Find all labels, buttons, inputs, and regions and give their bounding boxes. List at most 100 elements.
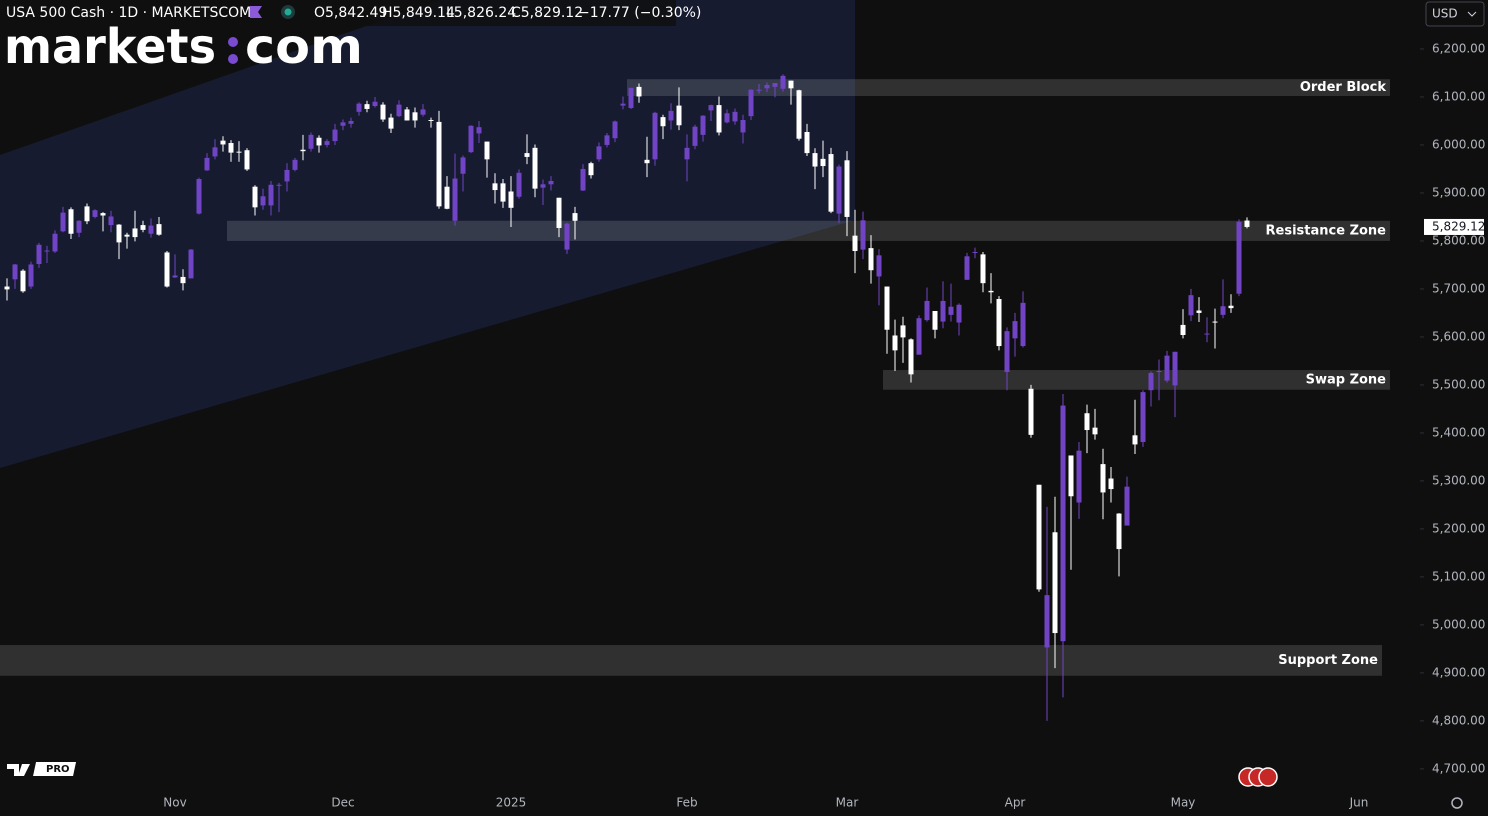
y-tick-label: 5,800.00 [1432,233,1485,247]
candle-body [428,119,434,121]
currency-box[interactable] [1425,1,1485,27]
candle-body [36,244,42,264]
candle-body [372,101,378,107]
candle-body [556,197,562,228]
candle-body [1204,333,1210,335]
candle-body [260,196,266,206]
candle-body [60,212,66,232]
candle-body [940,300,946,322]
y-tick-label: 5,000.00 [1432,617,1485,631]
candle-body [1172,351,1178,386]
settings[interactable] [1451,797,1463,809]
candle-body [788,80,794,89]
candle-body [244,150,250,170]
candle-body [572,213,578,221]
time-axis: Nov Dec 2025 Feb Mar Apr May Jun [163,796,1368,810]
zone [883,370,1390,390]
candle-body [548,180,554,185]
candle-body [52,233,58,252]
zones: Order Block Resistance Zone Swap Zone Suppo… [0,79,1390,676]
symbol: USA 500 Cash · 1D · MARKETSCOM [6,5,251,21]
candle-body [1052,532,1058,634]
candle-body [692,126,698,146]
candle-body [836,166,842,214]
y-tick-label: 5,300.00 [1432,473,1485,487]
candle-body [380,104,386,120]
candle-body [1092,427,1098,435]
candle-body [196,179,202,214]
candle-body [564,223,570,250]
candle-body [1236,221,1242,294]
candle-body [948,306,954,315]
candle-body [1012,321,1018,339]
candle-body [852,235,858,252]
currency[interactable]: USD [1432,7,1458,21]
candle-body [276,184,282,186]
candle-body [124,234,130,237]
candle-body [780,75,786,89]
candle-body [876,255,882,277]
candle-body [612,121,618,139]
candle-body [252,186,258,208]
chevron [1467,11,1477,17]
candle-body [1124,486,1130,526]
event-flag[interactable] [1258,767,1278,787]
candle-body [484,141,490,160]
candle-body [1004,331,1010,372]
open: O5,842.49 [314,5,387,21]
price-axis: 4,700.00 4,800.00 4,900.00 5,000.00 5,100.00… [1420,30,1488,790]
x-tick-label: Feb [676,796,697,810]
candle-body [148,225,154,234]
candle-body [172,275,178,278]
candle-body [516,172,522,197]
candle-body [812,153,818,167]
zone [0,645,1382,676]
candle-body [1100,464,1106,493]
candle-body [804,131,810,154]
candle-body [1084,413,1090,431]
candle-body [268,184,274,206]
x-tick-label: Nov [163,796,186,810]
candle-body [796,90,802,139]
candle-body [988,290,994,293]
candle-body [412,112,418,121]
candle-body [212,147,218,157]
x-tick-label: Apr [1005,796,1026,810]
candle-body [340,122,346,126]
zone-label: Support Zone [1278,653,1378,668]
y-tick-label: 4,900.00 [1432,665,1485,679]
candle-body [236,151,242,153]
candle-body [1156,371,1162,373]
candle-body [884,286,890,330]
candle-body [532,147,538,189]
candle-body [636,86,642,97]
last-price-box [1424,218,1484,235]
candle-body [844,160,850,217]
candle-body [676,105,682,126]
y-tick-label: 5,400.00 [1432,425,1485,439]
candle-body [348,120,354,124]
candle-body [1164,355,1170,381]
candle-body [100,213,106,216]
candle-body [996,299,1002,347]
zone-label: Swap Zone [1306,372,1387,387]
candle-body [764,84,770,89]
x-tick-label: Dec [331,796,354,810]
candle-body [580,168,586,191]
candle-body [132,228,138,238]
candle-body [628,87,634,108]
candles [4,74,1250,721]
y-tick-label: 6,000.00 [1432,137,1485,151]
x-tick-label: Jun [1349,796,1369,810]
candle-body [660,117,666,127]
candle-body [364,104,370,109]
candle-body [1068,455,1074,497]
x-tick-label: 2025 [496,796,527,810]
candle-body [44,250,50,252]
candle-body [420,109,426,115]
candle-body [508,191,514,208]
candle-body [980,254,986,284]
high: H5,849.14 [382,5,455,21]
candle-body [868,248,874,271]
y-tick-label: 5,700.00 [1432,281,1485,295]
